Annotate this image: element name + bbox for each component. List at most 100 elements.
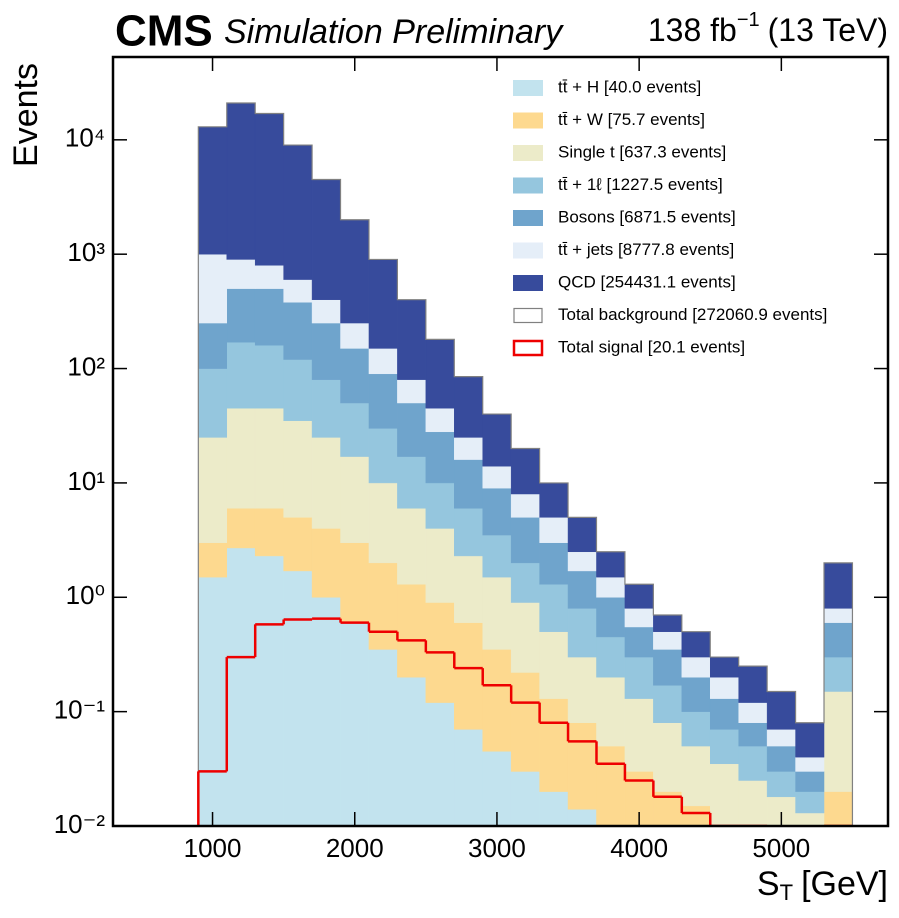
- histogram-bar: [254, 555, 284, 826]
- histogram-bar: [254, 288, 284, 346]
- legend-label: tt̄ + jets [8777.8 events]: [558, 240, 734, 259]
- histogram-bar: [539, 791, 569, 826]
- axes: 1000 2000 3000 4000 5000 10⁻² 10⁻¹ 10⁰ 10¹ 10² 10³…: [54, 55, 890, 863]
- histogram-bar: [397, 583, 427, 678]
- histogram-bar: [482, 487, 512, 536]
- histogram-bar: [681, 656, 711, 678]
- histogram-bar: [596, 597, 626, 638]
- legend-label: QCD [254431.1 events]: [558, 272, 736, 291]
- histogram-bar: [738, 745, 768, 781]
- histogram-bar: [510, 517, 540, 564]
- histogram-bar: [397, 676, 427, 826]
- x-label-subscript: T: [780, 880, 793, 905]
- histogram-bar: [397, 299, 427, 380]
- y-tick-label: 10¹: [67, 466, 105, 496]
- histogram-bar: [283, 144, 313, 280]
- histogram-bar: [283, 279, 313, 303]
- y-tick-label: 10³: [67, 237, 105, 267]
- plot-area: [197, 102, 854, 826]
- histogram-bar: [766, 729, 796, 747]
- histogram-bar: [653, 722, 683, 792]
- histogram-bar: [311, 379, 341, 438]
- legend-swatch: [513, 177, 543, 194]
- histogram-bar: [709, 698, 739, 730]
- histogram-bar: [766, 771, 796, 798]
- histogram-bar: [340, 456, 370, 543]
- histogram-bar: [340, 348, 370, 404]
- histogram-bar: [454, 437, 483, 460]
- legend-swatch: [513, 275, 543, 291]
- histogram-bar: [198, 322, 228, 369]
- x-label-unit: [GeV]: [801, 865, 888, 903]
- histogram-bar: [198, 542, 228, 578]
- histogram-bar: [311, 299, 341, 324]
- histogram-bar: [454, 376, 483, 438]
- histogram-bar: [681, 745, 711, 807]
- histogram-bar: [283, 570, 313, 826]
- histogram-bar: [198, 576, 228, 826]
- y-axis-label: Events: [7, 63, 45, 167]
- histogram-bar: [653, 614, 683, 632]
- histogram-bar: [454, 622, 483, 730]
- histogram-bar: [254, 508, 284, 557]
- histogram-bar: [681, 676, 711, 712]
- lumi-exponent: −1: [737, 9, 760, 31]
- histogram-bar: [397, 402, 427, 457]
- x-tick-label: 5000: [752, 833, 810, 863]
- legend-label: Bosons [6871.5 events]: [558, 207, 736, 226]
- histogram-bar: [766, 745, 796, 772]
- histogram-bar: [510, 672, 540, 772]
- histogram-bar: [482, 413, 512, 467]
- histogram-bar: [823, 656, 853, 692]
- legend-label: Single t [637.3 events]: [558, 142, 726, 161]
- legend-swatch: [512, 339, 544, 357]
- histogram-bar: [425, 482, 455, 529]
- histogram-bar: [795, 771, 825, 792]
- legend-swatch: [513, 210, 543, 226]
- histogram-bar: [539, 542, 569, 585]
- histogram-bar: [198, 368, 228, 438]
- histogram-bar: [425, 431, 455, 484]
- histogram-bar: [795, 722, 825, 758]
- histogram-bar: [368, 482, 398, 564]
- histogram-bar: [311, 437, 341, 529]
- histogram-bar: [653, 631, 683, 650]
- histogram-bar: [709, 656, 739, 678]
- histogram-bar: [795, 756, 825, 772]
- histogram-bar: [795, 791, 825, 814]
- histogram-bar: [454, 729, 483, 826]
- x-tick-label: 2000: [326, 833, 384, 863]
- histogram-bar: [226, 547, 256, 826]
- histogram-bar: [340, 542, 370, 623]
- histogram-bar: [823, 691, 853, 792]
- histogram-bar: [454, 459, 483, 509]
- histogram-bar: [482, 649, 512, 752]
- histogram-bar: [397, 379, 427, 404]
- x-label-symbol: S: [757, 865, 780, 903]
- histogram-bar: [226, 508, 256, 549]
- histogram-bar: [596, 676, 626, 747]
- histogram-bar: [510, 493, 540, 518]
- legend-label: tt̄ + 1ℓ [1227.5 events]: [558, 175, 723, 194]
- histogram-bar: [738, 722, 768, 747]
- histogram-bar: [425, 407, 455, 433]
- histogram-bar: [539, 482, 569, 518]
- histogram-bar: [823, 791, 853, 826]
- histogram-bar: [596, 576, 626, 598]
- histogram-bar: [596, 636, 626, 678]
- histogram-bar: [624, 626, 654, 658]
- histogram-bar: [510, 448, 540, 495]
- histogram-bar: [510, 562, 540, 603]
- histogram-bar: [226, 288, 256, 343]
- x-tick-label: 1000: [184, 833, 242, 863]
- histogram-bar: [254, 407, 284, 509]
- histogram-bar: [397, 508, 427, 585]
- histogram-bar: [226, 341, 256, 409]
- histogram-bar: [368, 259, 398, 349]
- legend-label: Total background [272060.9 events]: [558, 305, 827, 324]
- legend-swatch: [513, 80, 543, 96]
- histogram-bar: [254, 113, 284, 266]
- legend-label: tt̄ + H [40.0 events]: [558, 77, 701, 96]
- histogram-bar: [596, 551, 626, 578]
- histogram-bar: [311, 322, 341, 380]
